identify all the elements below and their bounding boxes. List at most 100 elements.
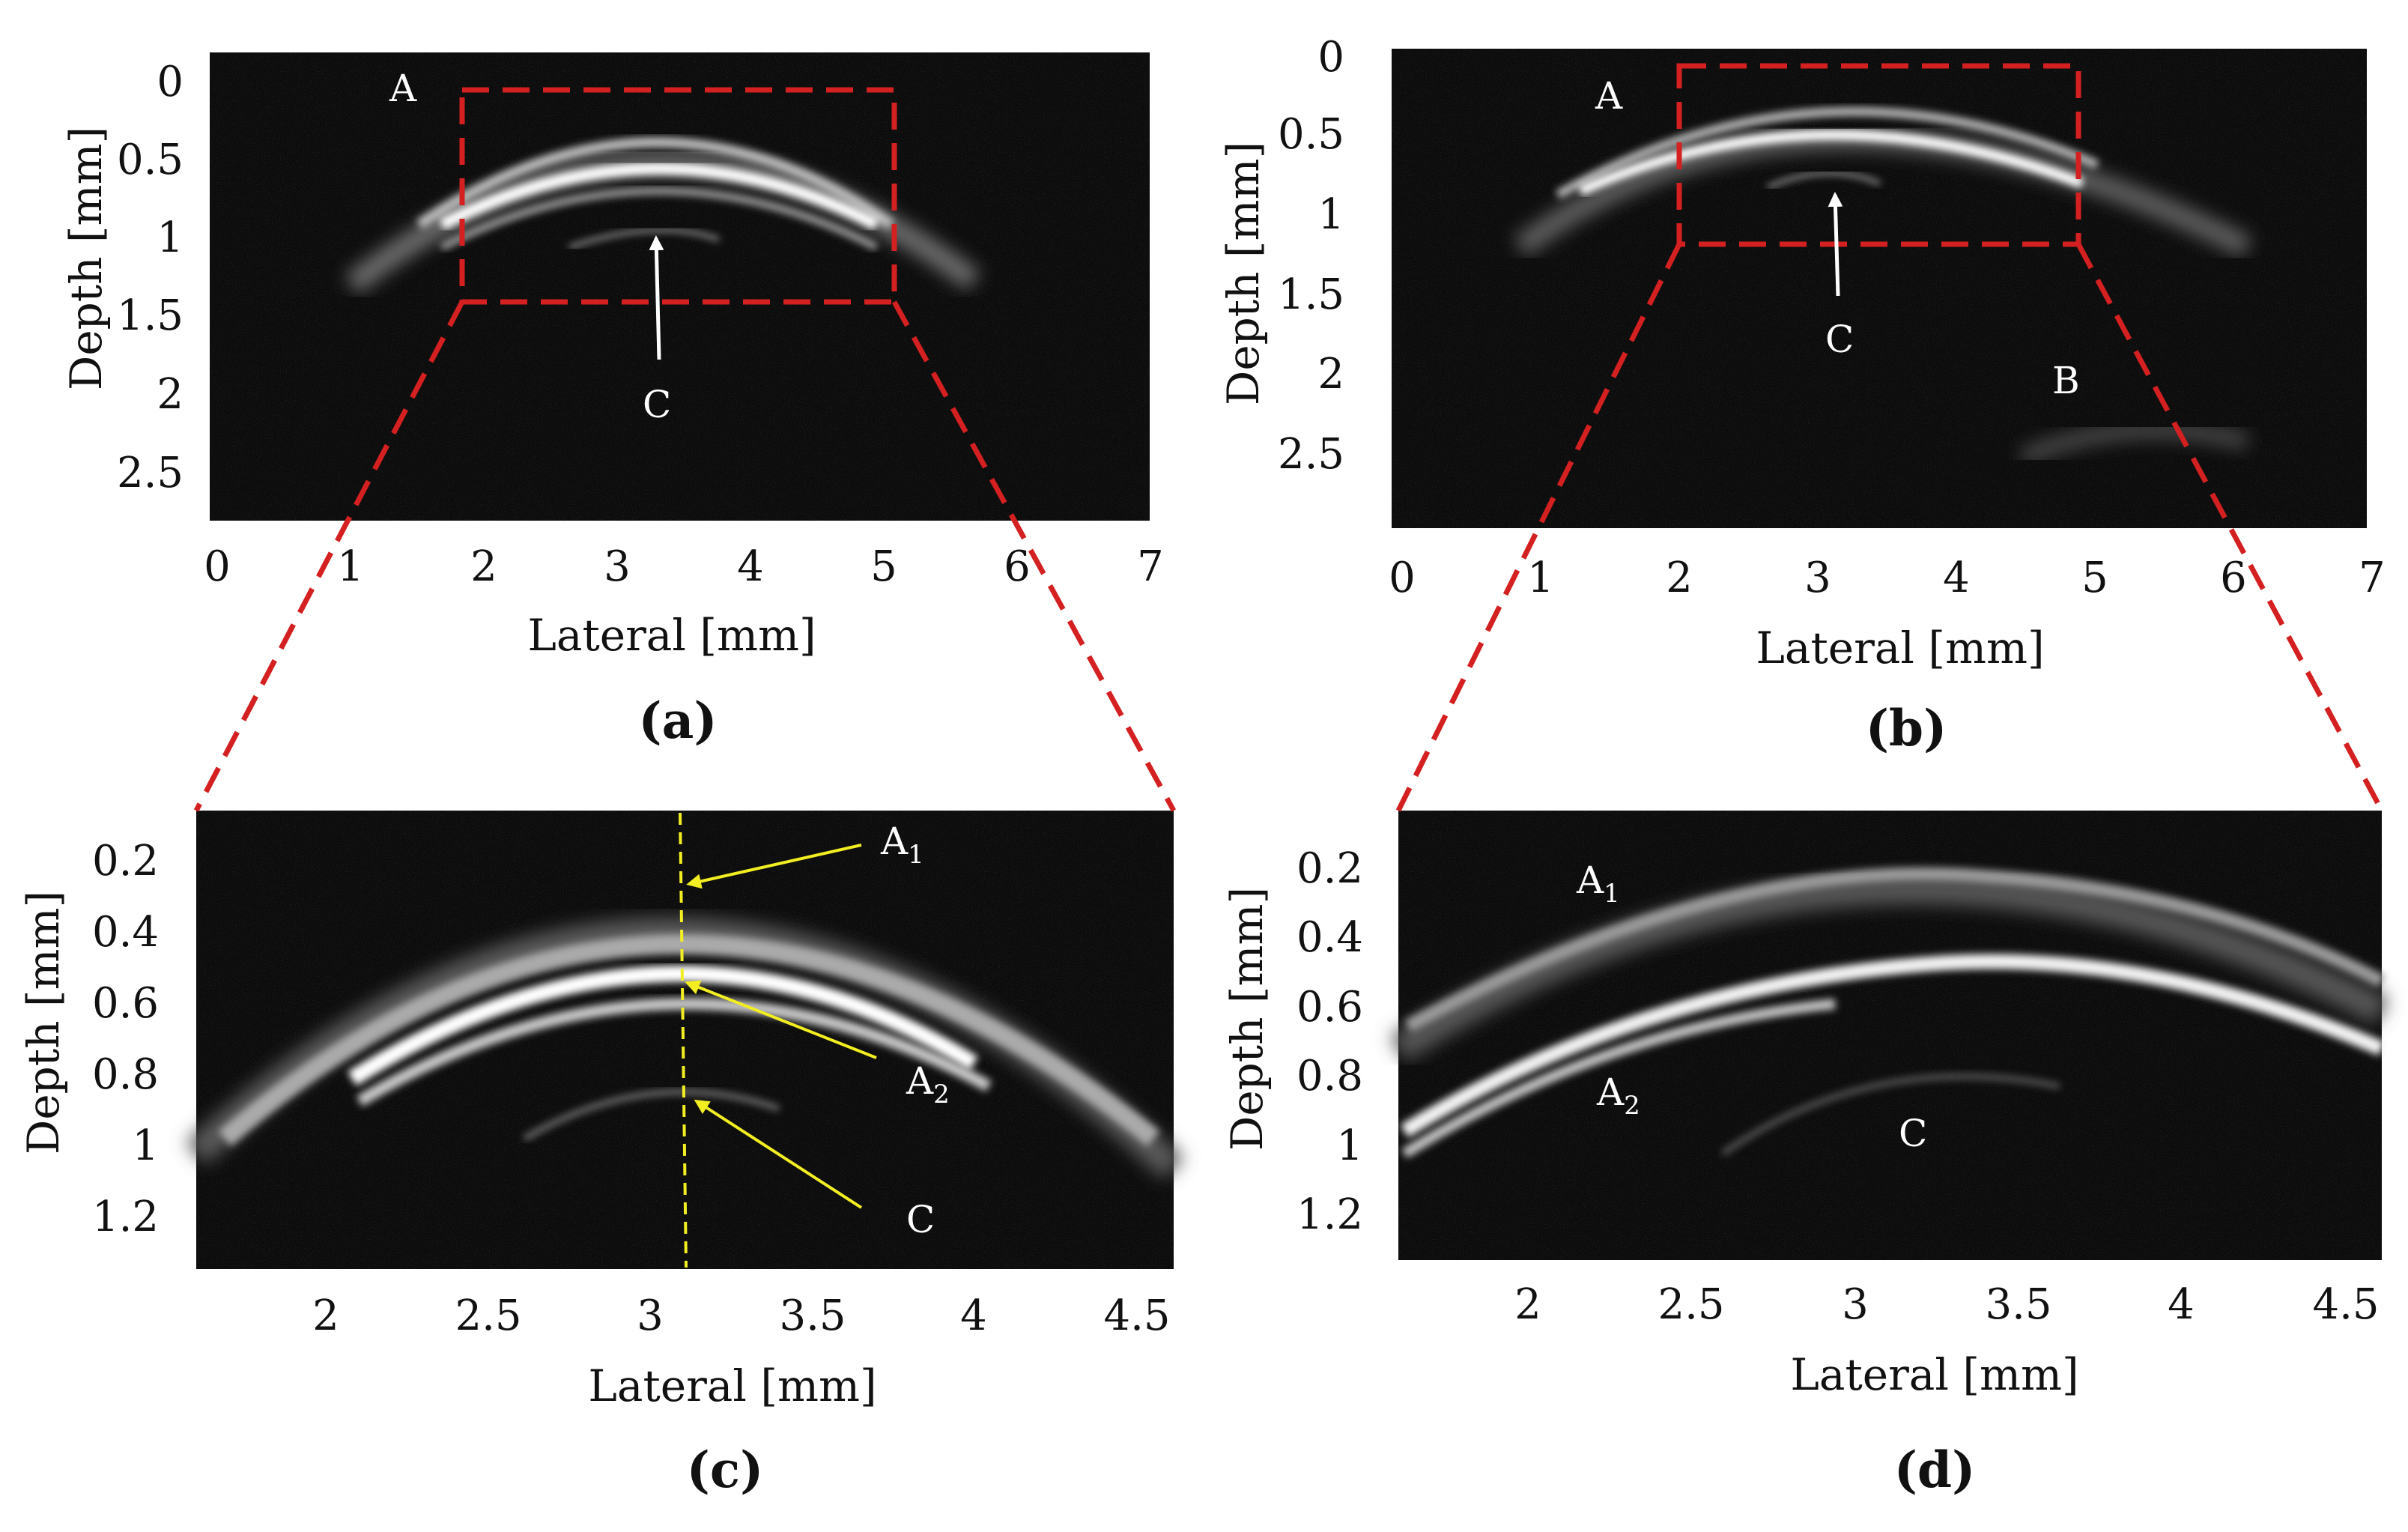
dashed-scan-line-c xyxy=(679,812,688,1268)
arrow-c-C xyxy=(694,1099,863,1209)
x-axis-label-d: Lateral [mm] xyxy=(1790,1349,2078,1400)
zoom-connector-a-right xyxy=(891,300,1177,812)
y-tick-label: 2 xyxy=(1317,350,1344,399)
x-ticks-c: 2 2.5 3 3.5 4 4.5 xyxy=(312,1292,1170,1340)
y-tick-label: 0.2 xyxy=(92,837,159,885)
x-tick-label: 4.5 xyxy=(1103,1292,1170,1340)
x-ticks-d: 2 2.5 3 3.5 4 4.5 xyxy=(1514,1280,2379,1329)
x-axis-label-c: Lateral [mm] xyxy=(588,1360,876,1411)
x-tick-label: 3.5 xyxy=(779,1292,846,1340)
x-tick-label: 6 xyxy=(2220,554,2247,602)
x-ticks-b: 0 1 2 3 4 5 6 7 xyxy=(1389,554,2386,602)
tissue-layers-b xyxy=(1514,106,2252,465)
arrow-c-A2 xyxy=(685,980,877,1059)
y-tick-label: 1 xyxy=(1336,1121,1363,1170)
y-tick-label: 1.2 xyxy=(1297,1190,1363,1239)
arrow-c-A1 xyxy=(686,844,862,889)
y-tick-label: 0.8 xyxy=(92,1050,159,1099)
y-tick-label: 2.5 xyxy=(1278,430,1344,479)
y-tick-label: 1.2 xyxy=(92,1193,159,1241)
zoom-box-a xyxy=(459,87,897,305)
y-tick-label: 0.6 xyxy=(1297,983,1363,1032)
caption-d: (d) xyxy=(1894,1441,1976,1499)
y-ticks-c: 0.2 0.4 0.6 0.8 1 1.2 xyxy=(92,837,159,1241)
x-tick-label: 6 xyxy=(1004,542,1031,591)
x-axis-label-b: Lateral [mm] xyxy=(1756,623,2044,673)
label-a-C: C xyxy=(643,383,671,426)
caption-b: (b) xyxy=(1866,699,1947,757)
x-tick-label: 3 xyxy=(604,542,631,591)
zoom-connector-b-left xyxy=(1395,243,1682,812)
y-tick-label: 1 xyxy=(1317,190,1344,239)
arrow-b-C xyxy=(1828,192,1843,297)
x-tick-label: 2.5 xyxy=(455,1292,521,1340)
y-axis-label-b: Depth [mm] xyxy=(1218,142,1269,405)
zoom-connector-b-right xyxy=(2075,243,2385,812)
x-tick-label: 4 xyxy=(737,542,764,591)
speckle-noise-a xyxy=(210,52,1150,521)
x-tick-label: 2 xyxy=(1514,1280,1541,1329)
x-tick-label: 1 xyxy=(1527,554,1554,602)
panel-c: A1 A2 C 0.2 0.4 0.6 0.8 1 1.2 2 2.5 3 3.… xyxy=(18,811,1184,1499)
y-tick-label: 1 xyxy=(157,214,184,262)
label-d-A1-sub: 1 xyxy=(1604,879,1620,909)
y-ticks-d: 0.2 0.4 0.6 0.8 1 1.2 xyxy=(1297,844,1363,1239)
label-c-A1: A1 xyxy=(880,820,924,870)
x-tick-label: 3.5 xyxy=(1985,1280,2051,1329)
tissue-layers-c xyxy=(186,917,1184,1180)
x-tick-label: 0 xyxy=(204,542,231,591)
y-tick-label: 0.2 xyxy=(1297,844,1363,893)
x-tick-label: 3 xyxy=(1804,554,1831,602)
label-d-A1-main: A xyxy=(1576,859,1604,902)
label-b-B: B xyxy=(2052,359,2080,402)
label-c-A2: A2 xyxy=(906,1059,950,1109)
x-tick-label: 4 xyxy=(960,1292,987,1340)
y-tick-label: 1.5 xyxy=(1278,270,1344,319)
speckle-noise-b xyxy=(1392,49,2367,528)
label-c-A1-sub: 1 xyxy=(908,840,924,870)
y-axis-label-c: Depth [mm] xyxy=(18,891,69,1154)
zoom-connectors xyxy=(193,243,2385,812)
arrow-a-C xyxy=(649,235,664,360)
tissue-layers-d xyxy=(1390,867,2389,1158)
label-d-A2: A2 xyxy=(1596,1071,1640,1121)
panel-d: A1 A2 C 0.2 0.4 0.6 0.8 1 1.2 2 2.5 3 3.… xyxy=(1222,811,2389,1499)
label-b-C: C xyxy=(1825,318,1854,361)
label-b-A: A xyxy=(1595,74,1623,118)
x-tick-label: 3 xyxy=(1842,1280,1869,1329)
y-ticks-a: 0 0.5 1 1.5 2 2.5 xyxy=(117,58,184,497)
x-tick-label: 4.5 xyxy=(2312,1280,2379,1329)
x-tick-label: 3 xyxy=(637,1292,664,1340)
x-tick-label: 4 xyxy=(2168,1280,2195,1329)
label-d-C: C xyxy=(1899,1112,1927,1155)
caption-a: (a) xyxy=(638,691,717,750)
x-tick-label: 4 xyxy=(1943,554,1970,602)
y-tick-label: 0.6 xyxy=(92,979,159,1028)
y-tick-label: 1.5 xyxy=(117,291,184,340)
label-c-A2-sub: 2 xyxy=(933,1080,950,1109)
x-tick-label: 2 xyxy=(470,542,497,591)
caption-c: (c) xyxy=(687,1441,764,1499)
x-tick-label: 2 xyxy=(312,1292,339,1340)
y-tick-label: 0.4 xyxy=(1297,913,1363,962)
x-axis-label-a: Lateral [mm] xyxy=(527,610,816,661)
x-tick-label: 7 xyxy=(2359,554,2386,602)
label-d-A2-sub: 2 xyxy=(1624,1091,1640,1121)
tissue-layers-a xyxy=(345,137,980,294)
x-tick-label: 2 xyxy=(1666,554,1693,602)
y-axis-label-a: Depth [mm] xyxy=(61,127,112,390)
y-tick-label: 0 xyxy=(157,58,184,106)
x-tick-label: 1 xyxy=(337,542,364,591)
zoom-connector-a-left xyxy=(193,300,465,812)
x-tick-label: 5 xyxy=(2081,554,2108,602)
y-tick-label: 2.5 xyxy=(117,449,184,497)
x-tick-label: 2.5 xyxy=(1658,1280,1724,1329)
y-tick-label: 1 xyxy=(132,1121,159,1170)
y-tick-label: 0.4 xyxy=(92,908,159,957)
label-c-A1-main: A xyxy=(880,820,909,863)
x-tick-label: 5 xyxy=(870,542,897,591)
label-d-A2-main: A xyxy=(1596,1071,1625,1114)
y-axis-label-d: Depth [mm] xyxy=(1222,887,1273,1151)
label-c-C: C xyxy=(906,1198,935,1241)
